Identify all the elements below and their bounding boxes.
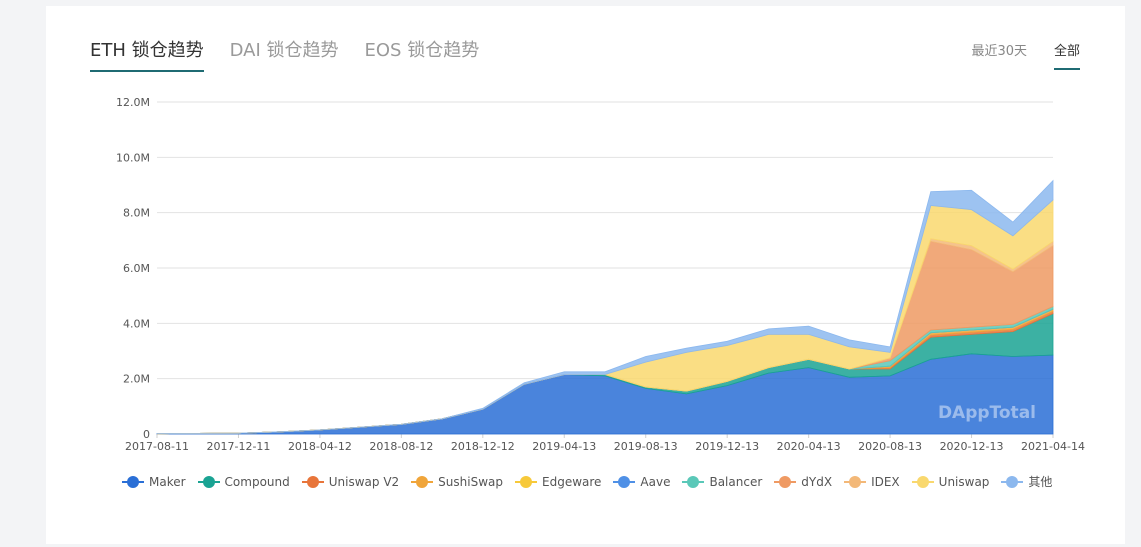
legend-marker — [844, 475, 867, 488]
legend-item[interactable]: 其他 — [1001, 473, 1052, 490]
x-tick-label: 2020-08-13 — [858, 440, 922, 453]
legend-marker — [122, 475, 144, 488]
legend-marker — [1001, 475, 1024, 488]
legend-label: Aave — [640, 474, 671, 489]
legend-label: SushiSwap — [438, 474, 503, 489]
legend-item[interactable]: Edgeware — [515, 475, 601, 489]
legend-item[interactable]: IDEX — [844, 475, 900, 489]
y-tick-label: 12.0M — [116, 96, 150, 109]
range-all-button[interactable]: 全部 — [1053, 40, 1080, 70]
legend-label: Uniswap — [938, 474, 990, 489]
x-tick-label: 2017-12-11 — [206, 440, 270, 453]
tab-dai-lock-trend[interactable]: DAI 锁仓趋势 — [229, 40, 339, 61]
legend-item[interactable]: SushiSwap — [411, 475, 503, 489]
legend-item[interactable]: Balancer — [682, 475, 762, 489]
legend-marker — [682, 475, 705, 488]
x-tick-label: 2020-04-13 — [777, 440, 841, 453]
chart-legend: Maker Compound Uniswap V2 SushiSwap Edgeware… — [122, 473, 1052, 490]
y-tick-label: 4.0M — [123, 317, 150, 330]
x-tick-label: 2018-04-12 — [288, 440, 352, 453]
legend-label: dYdX — [801, 474, 833, 489]
legend-label: Maker — [149, 474, 186, 489]
area-series-group — [156, 179, 1054, 435]
tab-eth-lock-trend[interactable]: ETH 锁仓趋势 — [90, 36, 204, 72]
y-tick-label: 0 — [143, 428, 150, 441]
area-maker — [156, 353, 1054, 435]
x-tick-label: 2019-08-13 — [614, 440, 678, 453]
legend-item[interactable]: Uniswap V2 — [301, 474, 400, 489]
chart-tabs: ETH 锁仓趋势 DAI 锁仓趋势 EOS 锁仓趋势 — [90, 36, 479, 72]
x-tick-label: 2018-08-12 — [369, 440, 433, 453]
tab-eos-lock-trend[interactable]: EOS 锁仓趋势 — [364, 40, 480, 61]
legend-item[interactable]: Compound — [197, 474, 290, 489]
legend-label: Edgeware — [542, 474, 602, 489]
y-tick-label: 8.0M — [123, 207, 150, 220]
x-tick-label: 2019-12-13 — [695, 440, 759, 453]
time-range-selector: 最近30天 全部 — [971, 40, 1080, 70]
legend-marker — [411, 475, 434, 488]
y-tick-label: 10.0M — [116, 151, 150, 164]
range-last-30-days-button[interactable]: 最近30天 — [971, 44, 1027, 59]
legend-label: IDEX — [871, 474, 900, 489]
legend-item[interactable]: dYdX — [774, 475, 832, 489]
legend-item[interactable]: Uniswap — [911, 474, 990, 489]
x-tick-label: 2018-12-12 — [451, 440, 515, 453]
legend-marker — [197, 475, 220, 488]
area-其他 — [156, 179, 1054, 435]
x-tick-label: 2021-04-14 — [1021, 440, 1085, 453]
y-tick-label: 6.0M — [123, 262, 150, 275]
x-tick-label: 2020-12-13 — [940, 440, 1004, 453]
legend-item[interactable]: Maker — [122, 475, 186, 489]
legend-marker — [911, 475, 934, 488]
legend-label: Compound — [224, 474, 290, 489]
legend-marker — [774, 475, 797, 488]
x-tick-label: 2019-04-13 — [532, 440, 596, 453]
legend-marker — [301, 475, 324, 488]
legend-marker — [613, 475, 636, 488]
legend-item[interactable]: Aave — [613, 475, 670, 489]
legend-label: Uniswap V2 — [328, 474, 400, 489]
legend-marker — [515, 475, 537, 488]
x-tick-label: 2017-08-11 — [125, 440, 189, 453]
legend-label: 其他 — [1028, 475, 1053, 489]
watermark-text: DAppTotal — [938, 403, 1036, 423]
legend-label: Balancer — [709, 474, 763, 489]
y-tick-label: 2.0M — [123, 373, 150, 386]
